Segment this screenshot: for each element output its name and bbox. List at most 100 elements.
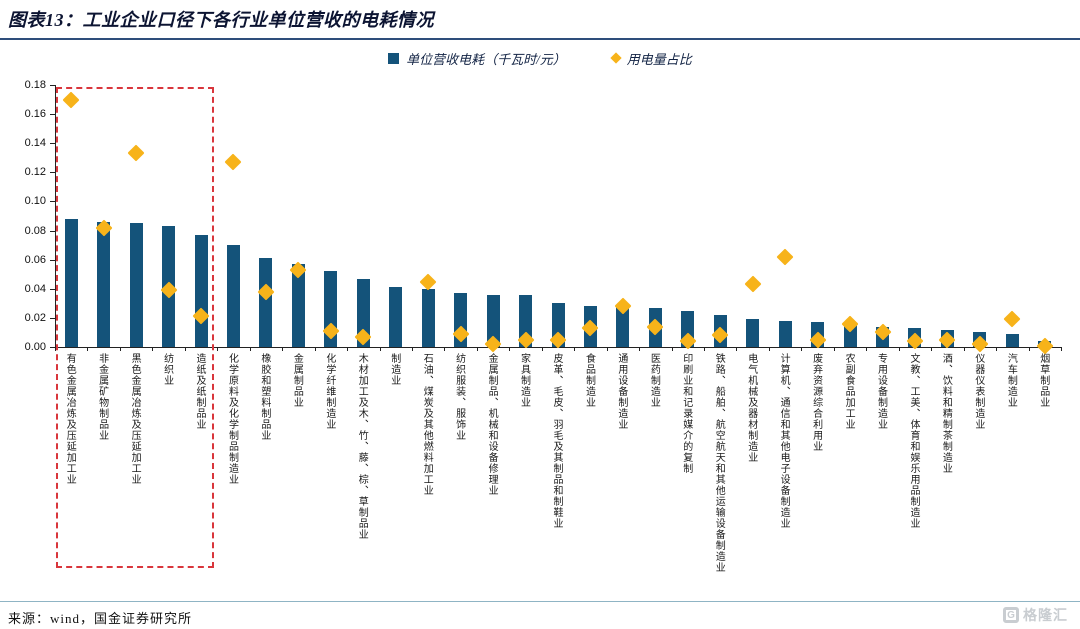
y-axis-tick-label: 0.08 xyxy=(24,224,46,237)
x-axis-tick xyxy=(996,347,998,351)
bar xyxy=(64,218,78,347)
highlight-region-box xyxy=(56,87,215,568)
x-axis-category-label: 文教、工美、体育和娱乐用品制造业 xyxy=(907,353,919,529)
figure-title: 图表13：工业企业口径下各行业单位营收的电耗情况 xyxy=(8,10,434,30)
x-axis-category-label: 印刷业和记录媒介的复制 xyxy=(680,353,692,474)
bar xyxy=(486,294,500,347)
legend-bars-label: 单位营收电耗（千瓦时/元） xyxy=(406,51,566,67)
x-axis-tick xyxy=(606,347,608,351)
legend-item-bars: 单位营收电耗（千瓦时/元） xyxy=(388,49,566,68)
y-axis-tick xyxy=(50,347,55,348)
scatter-diamond xyxy=(1036,337,1054,355)
bar xyxy=(259,258,273,347)
x-axis-tick xyxy=(1061,347,1062,351)
bar xyxy=(778,320,792,347)
bar xyxy=(129,223,143,347)
x-axis-category-label: 制造业 xyxy=(388,353,400,386)
x-axis-category-label: 家具制造业 xyxy=(518,353,530,408)
x-axis-category-label: 纺织服装、服饰业 xyxy=(453,353,465,441)
legend-diamond-label: 用电量占比 xyxy=(626,51,692,67)
x-axis-tick xyxy=(476,347,478,351)
scatter-diamond xyxy=(744,275,762,293)
bar xyxy=(843,325,857,347)
gelonghui-logo: G 格隆汇 xyxy=(1003,605,1068,625)
x-axis-tick xyxy=(898,347,900,351)
bar-swatch-icon xyxy=(388,52,400,64)
x-axis-category-label: 农副食品加工业 xyxy=(843,353,855,430)
x-axis-tick xyxy=(152,347,154,351)
scatter-diamond xyxy=(419,273,437,290)
y-axis-tick-label: 0.16 xyxy=(24,108,46,121)
y-axis-tick-label: 0.04 xyxy=(24,282,46,295)
y-axis-tick xyxy=(50,143,55,145)
bar xyxy=(291,264,305,347)
y-axis-tick xyxy=(50,288,55,290)
y-axis-tick xyxy=(50,172,55,174)
x-axis-tick xyxy=(801,347,803,351)
x-axis-tick xyxy=(184,347,186,351)
x-axis-tick xyxy=(541,347,543,351)
x-axis-tick xyxy=(411,347,413,351)
x-axis-tick xyxy=(55,347,56,351)
x-axis-tick xyxy=(574,347,576,351)
x-axis-tick xyxy=(866,347,868,351)
bar xyxy=(194,234,208,347)
x-axis-category-label: 计算机、通信和其他电子设备制造业 xyxy=(778,353,790,529)
bar xyxy=(97,221,111,347)
bar xyxy=(616,306,630,347)
y-axis-tick-label: 0.12 xyxy=(24,166,46,179)
footer-divider xyxy=(0,601,1080,602)
x-axis-tick xyxy=(768,347,770,351)
x-axis-category-label: 食品制造业 xyxy=(583,353,595,408)
y-axis-tick xyxy=(50,317,55,319)
x-axis-category-label: 橡胶和塑料制品业 xyxy=(258,353,270,441)
x-axis-category-label: 木材加工及木、竹、藤、棕、草制品业 xyxy=(356,353,368,540)
source-note: 来源：wind，国金证券研究所 xyxy=(8,611,193,626)
x-axis-tick xyxy=(87,347,89,351)
chart-legend: 单位营收电耗（千瓦时/元） 用电量占比 xyxy=(0,48,1080,68)
x-axis-tick xyxy=(736,347,738,351)
x-axis-category-label: 电气机械及器材制造业 xyxy=(745,353,757,463)
x-axis-category-label: 通用设备制造业 xyxy=(615,353,627,430)
y-axis-line xyxy=(55,85,56,348)
x-axis-category-label: 烟草制品业 xyxy=(1037,353,1049,408)
x-axis-tick xyxy=(671,347,673,351)
x-axis-tick xyxy=(119,347,121,351)
x-axis-category-label: 纺织业 xyxy=(161,353,173,386)
y-axis-tick xyxy=(50,114,55,116)
x-axis-category-label: 皮革、毛皮、羽毛及其制品和制鞋业 xyxy=(551,353,562,529)
x-axis-category-label: 有色金属冶炼及压延加工业 xyxy=(64,353,76,485)
x-axis-tick xyxy=(314,347,316,351)
y-axis-tick xyxy=(50,201,55,203)
logo-g-icon: G xyxy=(1003,607,1019,623)
x-axis-category-label: 仪器仪表制造业 xyxy=(972,353,984,430)
x-axis-category-label: 汽车制造业 xyxy=(1005,353,1017,408)
x-axis-category-label: 金属制品业 xyxy=(291,353,303,408)
x-axis-tick xyxy=(379,347,381,351)
x-axis-tick xyxy=(509,347,511,351)
x-axis-category-label: 酒、饮料和精制茶制造业 xyxy=(940,353,952,474)
scatter-diamond xyxy=(1003,310,1021,328)
x-axis-tick xyxy=(704,347,706,351)
x-axis-tick xyxy=(1028,347,1030,351)
x-axis-category-label: 铁路、船舶、航空航天和其他运输设备制造业 xyxy=(713,353,725,573)
x-axis-tick xyxy=(444,347,446,351)
x-axis-category-label: 金属制品、机械和设备修理业 xyxy=(486,353,498,496)
x-axis-tick xyxy=(347,347,349,351)
y-axis-tick-label: 0.10 xyxy=(24,195,46,208)
bar xyxy=(1005,333,1019,347)
x-axis-tick xyxy=(931,347,933,351)
x-axis-category-label: 石油、煤炭及其他燃料加工业 xyxy=(421,353,433,496)
y-axis-tick xyxy=(50,230,55,232)
x-axis-tick xyxy=(639,347,641,351)
scatter-diamond xyxy=(224,153,242,171)
x-axis-category-label: 废弃资源综合利用业 xyxy=(810,353,822,452)
scatter-diamond xyxy=(776,248,794,266)
title-divider xyxy=(0,38,1080,40)
y-axis-tick-label: 0.14 xyxy=(24,137,46,150)
y-axis-tick-label: 0.02 xyxy=(24,311,46,324)
bar xyxy=(226,245,240,347)
x-axis-category-label: 非金属矿物制品业 xyxy=(96,353,108,441)
x-axis-tick xyxy=(282,347,284,351)
